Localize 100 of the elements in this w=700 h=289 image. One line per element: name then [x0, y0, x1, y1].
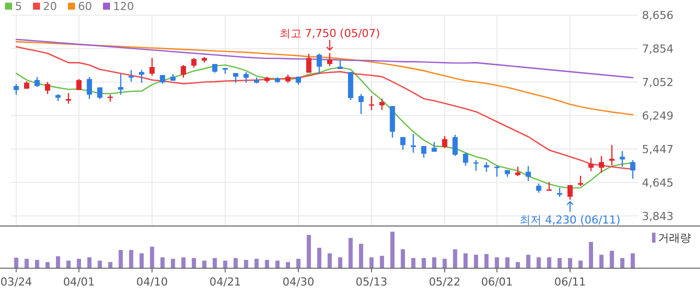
legend-label: 20	[43, 0, 57, 14]
bar	[35, 260, 40, 268]
candlestick	[421, 145, 426, 158]
bar	[202, 260, 206, 268]
bar	[578, 260, 583, 268]
bar	[24, 258, 29, 268]
legend-label: 120	[113, 0, 134, 14]
candlestick	[442, 135, 448, 149]
candlestick	[526, 165, 531, 182]
bar	[338, 257, 342, 268]
x-tick-label: 04/21	[209, 275, 242, 288]
bar	[275, 260, 280, 268]
candlestick	[128, 69, 134, 82]
bar	[286, 262, 290, 268]
bar	[526, 254, 530, 268]
candlestick	[306, 53, 312, 74]
bar	[599, 254, 604, 268]
candlestick	[86, 76, 92, 100]
bar	[400, 249, 405, 268]
candlestick	[379, 98, 385, 111]
candlestick	[620, 150, 625, 168]
candlestick	[536, 182, 542, 194]
x-tick-label: 05/13	[356, 275, 388, 288]
candlestick	[557, 187, 562, 198]
x-tick-label: 04/30	[282, 275, 314, 288]
bar	[317, 248, 322, 268]
candlestick	[546, 181, 552, 192]
bar	[380, 256, 384, 268]
bar	[66, 260, 71, 268]
candlestick	[578, 175, 584, 187]
x-tick-label: 04/01	[63, 275, 95, 288]
bar	[108, 262, 112, 268]
line-series	[16, 38, 634, 78]
bar	[56, 256, 60, 268]
bar	[129, 250, 134, 268]
candlestick	[598, 155, 604, 174]
legend-label: 60	[78, 0, 92, 14]
x-tick-label: 05/22	[428, 275, 461, 288]
bar	[630, 253, 635, 268]
bar	[150, 246, 154, 268]
bar	[484, 254, 489, 268]
bar	[244, 260, 248, 268]
candlestick	[567, 184, 573, 200]
x-tick-label: 04/10	[136, 275, 168, 288]
candlestick	[452, 134, 458, 157]
candlestick	[233, 72, 238, 84]
bar	[432, 257, 436, 268]
bar	[390, 232, 395, 268]
bar	[568, 258, 572, 268]
candlestick	[400, 136, 406, 150]
candlestick	[515, 166, 520, 177]
candlestick	[327, 52, 332, 67]
line-series	[16, 41, 634, 116]
bar	[620, 258, 624, 268]
bar	[474, 254, 478, 268]
bar	[463, 253, 468, 268]
bar	[118, 250, 123, 268]
bar	[536, 257, 541, 268]
annotation: 최저 4,230 (06/11)	[520, 214, 620, 227]
bar	[453, 249, 458, 268]
x-tick-label: 06/11	[554, 275, 586, 288]
bar	[296, 258, 300, 268]
bar	[422, 258, 426, 268]
bar	[558, 258, 562, 268]
bar	[328, 253, 332, 268]
bar	[369, 257, 374, 268]
bar	[170, 258, 176, 268]
bar	[547, 257, 552, 268]
annotation: 최고 7,750 (05/07)	[279, 26, 380, 40]
x-tick-label: 06/01	[481, 275, 513, 288]
bar	[76, 258, 82, 268]
candlestick	[34, 76, 40, 88]
candlestick	[316, 53, 322, 75]
bar	[98, 260, 102, 268]
bar	[505, 257, 510, 268]
candlestick	[118, 73, 124, 96]
candlestick	[484, 161, 490, 172]
y-tick-label: 5,447	[642, 142, 674, 156]
candlestick	[609, 144, 614, 166]
y-tick-label: 4,645	[642, 176, 674, 190]
bar	[45, 262, 50, 268]
candlestick	[358, 93, 364, 115]
candlestick	[244, 71, 249, 84]
candlestick	[588, 157, 594, 172]
bar	[223, 260, 228, 268]
bar	[192, 258, 196, 268]
bar	[306, 234, 311, 268]
bar	[160, 257, 165, 268]
bar	[348, 238, 353, 268]
candlestick	[191, 57, 196, 68]
candlestick	[180, 64, 186, 78]
y-tick-label: 8,656	[642, 9, 674, 22]
candlestick	[462, 152, 468, 166]
x-tick-label: 03/24	[0, 275, 32, 288]
bar	[140, 253, 144, 268]
candlestick	[44, 81, 50, 95]
bar	[14, 258, 18, 268]
candlestick	[410, 133, 416, 154]
bar	[234, 258, 238, 268]
candlestick	[149, 57, 155, 76]
